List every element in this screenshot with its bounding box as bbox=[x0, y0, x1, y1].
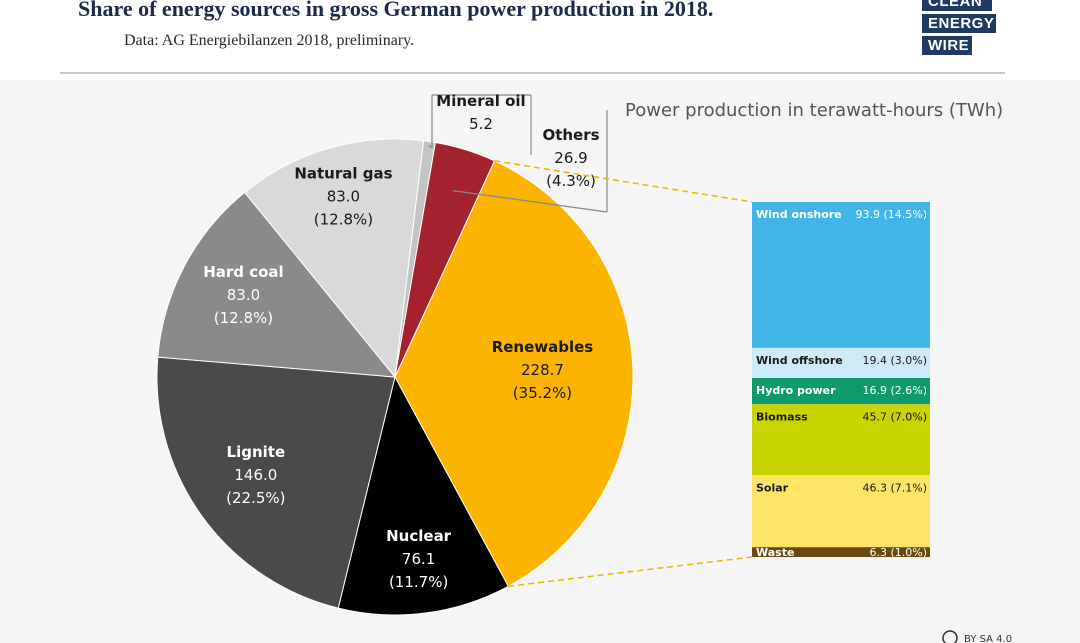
slice-percent: (12.8%) bbox=[314, 211, 373, 229]
slice-value: 146.0 bbox=[234, 466, 277, 484]
slice-label-lignite: Lignite 146.0 (22.5%) bbox=[226, 443, 285, 507]
slice-label-others: Others 26.9 (4.3%) bbox=[542, 126, 599, 190]
slice-label-hard-coal: Hard coal 83.0 (12.8%) bbox=[203, 263, 284, 327]
slice-label-renewables: Renewables 228.7 (35.2%) bbox=[492, 338, 594, 402]
slice-name: Natural gas bbox=[294, 165, 392, 183]
segment-name: Wind offshore bbox=[756, 354, 843, 367]
segment-name: Hydro power bbox=[756, 384, 836, 397]
logo-word-energy: ENERGY bbox=[922, 14, 996, 33]
segment-name: Waste bbox=[756, 546, 794, 559]
slice-label-mineral-oil: Mineral oil 5.2 bbox=[436, 92, 525, 133]
segment-value: 6.3 (1.0%) bbox=[869, 546, 927, 559]
segment-name: Solar bbox=[756, 481, 789, 494]
pie-slices bbox=[156, 138, 634, 616]
leader-others-diag bbox=[452, 190, 608, 213]
slice-percent: (4.3%) bbox=[546, 172, 596, 190]
leader-mineral-oil-tip bbox=[428, 145, 433, 149]
slice-value: 83.0 bbox=[327, 188, 360, 206]
logo-word-wire: WIRE bbox=[922, 36, 972, 55]
slice-percent: (11.7%) bbox=[389, 573, 448, 591]
pie-slice-natural-gas bbox=[243, 138, 425, 379]
breakdown-segment-wind-offshore: Wind offshore 19.4 (3.0%) bbox=[752, 347, 930, 378]
breakdown-segment-biomass: Biomass 45.7 (7.0%) bbox=[752, 404, 930, 476]
segment-value: 46.3 (7.1%) bbox=[862, 481, 927, 494]
slice-percent: (35.2%) bbox=[513, 384, 572, 402]
license-text: BY SA 4.0 bbox=[964, 634, 1012, 643]
pie-slice-others bbox=[394, 141, 496, 378]
slice-value: 76.1 bbox=[402, 550, 435, 568]
clean-energy-wire-logo: CLEAN ENERGY WIRE bbox=[922, 0, 1006, 58]
chart-subtitle: Data: AG Energiebilanzen 2018, prelimina… bbox=[124, 32, 415, 49]
breakdown-segment-wind-onshore: Wind onshore 93.9 (14.5%) bbox=[752, 202, 930, 348]
segment-value: 45.7 (7.0%) bbox=[862, 410, 927, 423]
breakdown-segment-hydro-power: Hydro power 16.9 (2.6%) bbox=[752, 378, 930, 405]
leader-lines bbox=[428, 94, 608, 213]
segment-value: 19.4 (3.0%) bbox=[862, 354, 927, 367]
slice-percent: (22.5%) bbox=[226, 489, 285, 507]
header-divider bbox=[60, 72, 1005, 74]
slice-name: Hard coal bbox=[203, 263, 284, 281]
unit-label: Power production in terawatt-hours (TWh) bbox=[625, 100, 1003, 121]
slice-value: 26.9 bbox=[554, 149, 587, 167]
segment-name: Biomass bbox=[756, 410, 808, 423]
pie-slice-renewables bbox=[394, 160, 634, 587]
breakdown-segment-waste: Waste 6.3 (1.0%) bbox=[752, 546, 930, 559]
slice-label-nuclear: Nuclear 76.1 (11.7%) bbox=[386, 527, 452, 591]
segment-value: 93.9 (14.5%) bbox=[855, 208, 927, 221]
pie-slice-hard-coal bbox=[157, 191, 397, 378]
connector-bottom bbox=[508, 556, 753, 588]
segment-bar bbox=[752, 347, 930, 378]
segment-name: Wind onshore bbox=[756, 208, 842, 221]
slice-name: Others bbox=[542, 126, 599, 144]
segment-value: 16.9 (2.6%) bbox=[862, 384, 927, 397]
pie-slice-lignite bbox=[156, 356, 396, 609]
license-badge: BY SA 4.0 bbox=[942, 630, 1012, 643]
segment-bar bbox=[752, 475, 930, 548]
slice-value: 83.0 bbox=[227, 286, 260, 304]
cc-icon bbox=[942, 630, 958, 643]
slice-labels: Renewables 228.7 (35.2%) Nuclear 76.1 (11.7%)… bbox=[203, 92, 599, 591]
slice-name: Renewables bbox=[492, 338, 594, 356]
slice-name: Nuclear bbox=[386, 527, 452, 545]
chart-title: Share of energy sources in gross German … bbox=[78, 0, 714, 21]
header: Share of energy sources in gross German … bbox=[0, 0, 1080, 80]
breakdown-segment-solar: Solar 46.3 (7.1%) bbox=[752, 475, 930, 548]
slice-name: Lignite bbox=[227, 443, 286, 461]
renewables-breakdown: Wind onshore 93.9 (14.5%) Wind offshore 19.… bbox=[494, 160, 930, 588]
logo-word-clean: CLEAN bbox=[922, 0, 992, 11]
slice-value: 228.7 bbox=[521, 361, 564, 379]
segment-bar bbox=[752, 404, 930, 476]
slice-value: 5.2 bbox=[469, 115, 493, 133]
slice-label-natural-gas: Natural gas 83.0 (12.8%) bbox=[294, 165, 392, 229]
segment-bar bbox=[752, 202, 930, 348]
connector-top bbox=[494, 160, 753, 203]
slice-name: Mineral oil bbox=[436, 92, 525, 110]
segment-bar bbox=[752, 547, 930, 557]
slice-percent: (12.8%) bbox=[214, 309, 273, 327]
segment-bar bbox=[752, 378, 930, 405]
